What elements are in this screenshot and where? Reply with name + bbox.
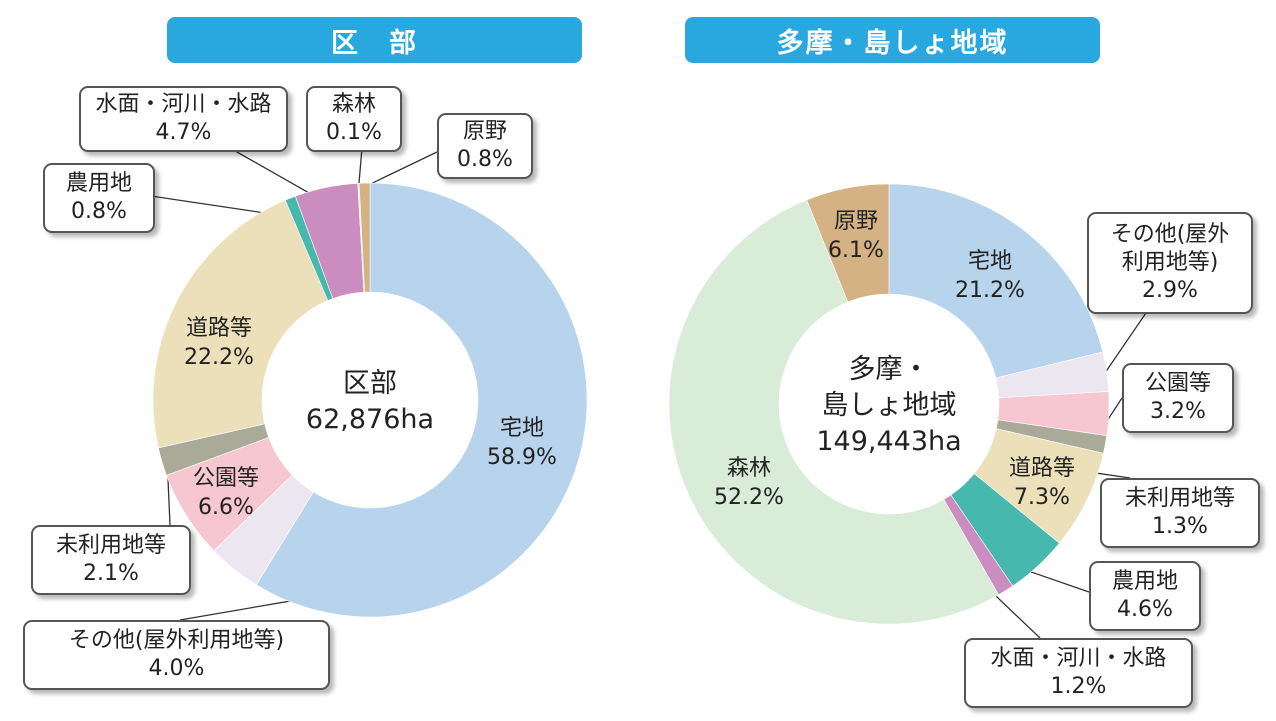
callout-tama-water: 水面・河川・水路 1.2%	[964, 638, 1193, 708]
leader-line	[1093, 472, 1131, 479]
donut-hole-tama	[779, 294, 999, 514]
callout-ku-farm: 農用地 0.8%	[43, 163, 155, 233]
donut-hole-ku	[262, 292, 478, 508]
callout-tama-park: 公園等 3.2%	[1122, 363, 1234, 433]
slice-label-ku-park: 公園等	[193, 466, 259, 491]
slice-label-ku-road: 22.2%	[184, 345, 254, 370]
slice-label-ku-park: 6.6%	[198, 495, 254, 520]
slice-label-tama-forest: 森林	[727, 456, 771, 481]
slice-label-tama-road: 7.3%	[1014, 485, 1070, 510]
callout-ku-water: 水面・河川・水路 4.7%	[79, 86, 288, 152]
slice-label-ku-residential: 58.9%	[487, 445, 557, 470]
center-label-tama: 149,443ha	[816, 426, 961, 457]
callout-tama-other: その他(屋外 利用地等) 2.9%	[1087, 212, 1253, 314]
slice-label-tama-field: 6.1%	[828, 238, 884, 263]
leader-line	[1102, 309, 1149, 376]
center-label-tama: 島しょ地域	[822, 390, 957, 421]
header-tama: 多摩・島しょ地域	[685, 17, 1100, 63]
leader-line	[363, 151, 438, 188]
center-label-ku: 区部	[343, 368, 397, 399]
callout-tama-unused: 未利用地等 1.3%	[1100, 478, 1260, 548]
callout-tama-farm: 農用地 4.6%	[1089, 561, 1201, 631]
callout-ku-other: その他(屋外利用地等) 4.0%	[23, 620, 330, 690]
slice-label-tama-residential: 宅地	[968, 249, 1012, 274]
slice-label-tama-residential: 21.2%	[955, 278, 1025, 303]
center-label-ku: 62,876ha	[306, 404, 434, 435]
callout-ku-forest: 森林 0.1%	[306, 86, 402, 152]
leader-line	[1026, 569, 1090, 593]
slice-label-ku-residential: 宅地	[500, 416, 544, 441]
center-label-tama: 多摩・	[849, 354, 930, 385]
header-ku: 区 部	[167, 17, 582, 63]
leader-line	[357, 147, 363, 188]
leader-line	[229, 147, 313, 196]
leader-line	[150, 195, 268, 214]
leader-line	[179, 599, 297, 621]
callout-ku-field: 原野 0.8%	[437, 113, 533, 179]
leader-line	[992, 592, 1041, 639]
slice-label-tama-field: 原野	[834, 209, 878, 234]
callout-ku-unused: 未利用地等 2.1%	[31, 525, 191, 595]
slice-label-tama-forest: 52.2%	[714, 485, 784, 510]
slice-label-ku-road: 道路等	[186, 316, 252, 341]
slice-label-tama-road: 道路等	[1009, 456, 1075, 481]
